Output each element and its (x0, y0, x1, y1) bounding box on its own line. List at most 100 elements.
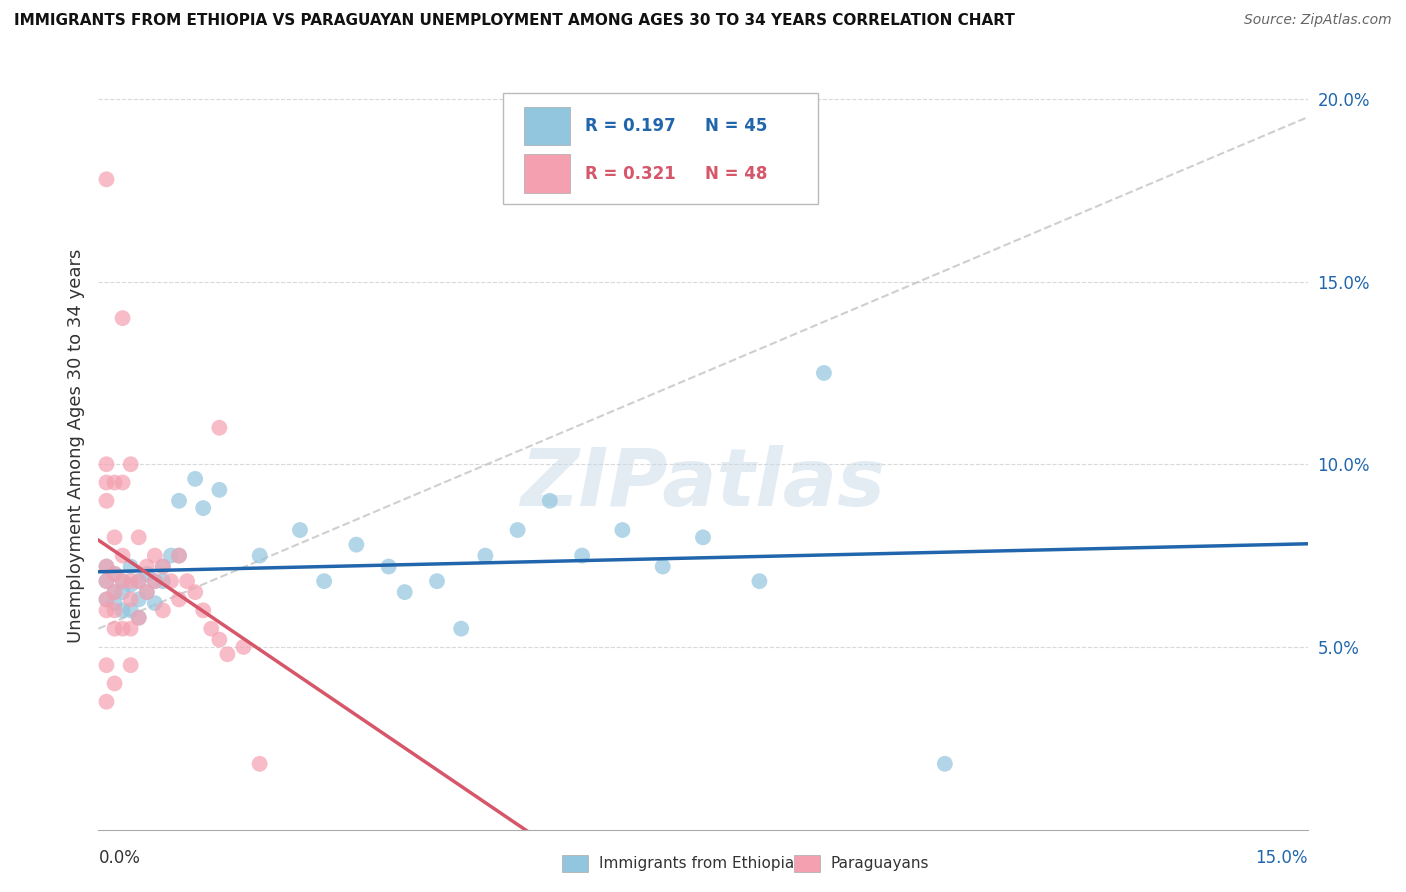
Text: N = 45: N = 45 (706, 117, 768, 135)
Point (128, 610, 150, 624)
Point (120, 658, 142, 673)
Point (128, 574, 150, 589)
Point (96, 603, 118, 617)
Point (128, 592, 150, 607)
Text: 15.0%: 15.0% (1256, 849, 1308, 867)
Point (103, 585, 125, 599)
Point (143, 596, 166, 610)
Point (167, 493, 190, 508)
Point (167, 592, 190, 607)
Point (128, 530, 150, 544)
Point (120, 574, 142, 589)
Point (135, 559, 157, 574)
Point (538, 493, 561, 508)
Text: Immigrants from Ethiopia: Immigrants from Ethiopia (599, 856, 794, 871)
Point (152, 603, 174, 617)
Point (612, 523, 634, 537)
Text: N = 48: N = 48 (706, 165, 768, 183)
Point (96, 574, 118, 589)
Point (111, 574, 134, 589)
Point (934, 756, 956, 771)
Point (96, 475, 118, 490)
Point (111, 574, 134, 589)
Point (120, 592, 142, 607)
Point (111, 622, 134, 636)
Point (128, 574, 150, 589)
Point (96, 559, 118, 574)
Point (152, 559, 174, 574)
Point (143, 574, 166, 589)
Text: 0.0%: 0.0% (98, 849, 141, 867)
Point (103, 622, 125, 636)
Point (103, 475, 125, 490)
Point (96, 559, 118, 574)
Point (143, 549, 166, 563)
Point (193, 501, 215, 516)
Point (96, 493, 118, 508)
Point (103, 530, 125, 544)
Point (571, 549, 593, 563)
Point (120, 622, 142, 636)
Text: IMMIGRANTS FROM ETHIOPIA VS PARAGUAYAN UNEMPLOYMENT AMONG AGES 30 TO 34 YEARS CO: IMMIGRANTS FROM ETHIOPIA VS PARAGUAYAN U… (14, 13, 1015, 29)
Point (103, 585, 125, 599)
Point (103, 596, 125, 610)
Text: R = 0.321: R = 0.321 (585, 165, 675, 183)
Point (96, 695, 118, 709)
Point (111, 603, 134, 617)
Point (167, 549, 190, 563)
Point (651, 559, 673, 574)
Point (813, 366, 835, 380)
Point (111, 475, 134, 490)
Point (692, 530, 714, 544)
Point (120, 457, 142, 471)
Point (111, 585, 134, 599)
Text: R = 0.197: R = 0.197 (585, 117, 675, 135)
Point (96, 658, 118, 673)
FancyBboxPatch shape (524, 107, 569, 145)
Text: Source: ZipAtlas.com: Source: ZipAtlas.com (1244, 13, 1392, 28)
Point (344, 538, 367, 552)
Point (184, 585, 207, 599)
Point (103, 566, 125, 581)
Point (176, 574, 198, 589)
Point (288, 523, 311, 537)
Point (143, 574, 166, 589)
Point (208, 483, 231, 497)
Point (394, 585, 416, 599)
Point (128, 610, 150, 624)
Point (748, 574, 770, 589)
Point (96, 574, 118, 589)
Point (120, 578, 142, 592)
Point (249, 549, 271, 563)
Point (152, 574, 174, 589)
Point (506, 523, 529, 537)
Point (111, 311, 134, 326)
Point (160, 549, 183, 563)
Point (135, 566, 157, 581)
Point (111, 549, 134, 563)
Point (377, 559, 399, 574)
Point (167, 549, 190, 563)
Point (135, 585, 157, 599)
Point (450, 622, 472, 636)
FancyBboxPatch shape (524, 154, 569, 193)
Text: Paraguayans: Paraguayans (831, 856, 929, 871)
Point (103, 676, 125, 690)
Point (217, 647, 239, 661)
Point (103, 566, 125, 581)
Point (135, 585, 157, 599)
Point (232, 640, 254, 654)
Point (103, 603, 125, 617)
Point (96, 457, 118, 471)
Point (96, 172, 118, 186)
Point (314, 574, 336, 589)
Point (96, 592, 118, 607)
Point (249, 756, 271, 771)
Point (184, 472, 207, 486)
Y-axis label: Unemployment Among Ages 30 to 34 years: Unemployment Among Ages 30 to 34 years (66, 249, 84, 643)
Point (152, 559, 174, 574)
Point (193, 603, 215, 617)
Point (120, 603, 142, 617)
Point (208, 632, 231, 647)
Point (426, 574, 449, 589)
